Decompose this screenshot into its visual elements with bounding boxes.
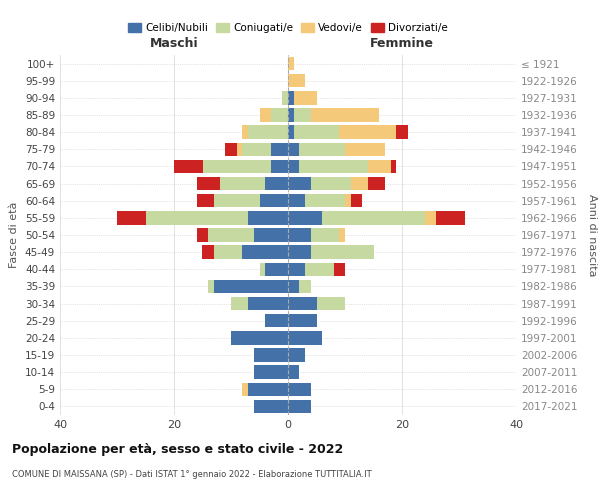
Bar — [214, 194, 260, 207]
Bar — [254, 366, 288, 379]
Bar — [288, 366, 299, 379]
Bar — [334, 262, 345, 276]
Bar — [288, 91, 294, 104]
Bar — [242, 246, 288, 259]
Bar — [248, 297, 288, 310]
Bar — [214, 280, 288, 293]
Bar — [271, 142, 288, 156]
Bar — [214, 246, 242, 259]
Bar — [368, 160, 391, 173]
Bar — [265, 177, 288, 190]
Bar — [260, 108, 271, 122]
Bar — [317, 297, 345, 310]
Bar — [197, 228, 208, 241]
Bar — [197, 194, 214, 207]
Bar — [299, 160, 368, 173]
Bar — [271, 108, 288, 122]
Bar — [345, 142, 385, 156]
Bar — [265, 262, 288, 276]
Bar — [305, 194, 345, 207]
Bar — [425, 211, 436, 224]
Bar — [248, 126, 288, 139]
Y-axis label: Anni di nascita: Anni di nascita — [587, 194, 597, 276]
Text: Femmine: Femmine — [370, 37, 434, 50]
Bar — [299, 142, 345, 156]
Bar — [322, 211, 425, 224]
Bar — [368, 177, 385, 190]
Text: Maschi: Maschi — [149, 37, 199, 50]
Bar — [288, 400, 311, 413]
Bar — [311, 177, 350, 190]
Bar — [174, 160, 203, 173]
Bar — [350, 177, 368, 190]
Bar — [242, 142, 271, 156]
Text: Popolazione per età, sesso e stato civile - 2022: Popolazione per età, sesso e stato civil… — [12, 442, 343, 456]
Bar — [288, 108, 294, 122]
Bar — [288, 211, 322, 224]
Bar — [288, 142, 299, 156]
Bar — [288, 280, 299, 293]
Bar — [288, 297, 317, 310]
Bar — [288, 177, 311, 190]
Bar — [248, 382, 288, 396]
Bar — [294, 126, 340, 139]
Bar — [237, 142, 242, 156]
Y-axis label: Fasce di età: Fasce di età — [10, 202, 19, 268]
Bar — [397, 126, 408, 139]
Bar — [283, 91, 288, 104]
Bar — [340, 228, 345, 241]
Bar — [254, 400, 288, 413]
Bar — [294, 91, 317, 104]
Bar — [288, 57, 294, 70]
Bar — [288, 262, 305, 276]
Bar — [288, 160, 299, 173]
Bar — [231, 297, 248, 310]
Bar — [260, 194, 288, 207]
Bar — [294, 108, 311, 122]
Bar — [288, 382, 311, 396]
Bar — [242, 382, 248, 396]
Bar — [248, 211, 288, 224]
Bar — [288, 314, 317, 328]
Bar — [197, 177, 220, 190]
Bar — [288, 331, 322, 344]
Bar — [350, 194, 362, 207]
Bar — [208, 228, 254, 241]
Bar — [220, 177, 265, 190]
Bar — [305, 262, 334, 276]
Bar — [202, 246, 214, 259]
Bar — [254, 348, 288, 362]
Bar — [288, 194, 305, 207]
Bar — [288, 126, 294, 139]
Bar — [311, 228, 340, 241]
Bar — [311, 108, 379, 122]
Bar — [242, 126, 248, 139]
Bar — [231, 331, 288, 344]
Bar — [260, 262, 265, 276]
Bar — [288, 348, 305, 362]
Bar — [208, 280, 214, 293]
Bar — [345, 194, 350, 207]
Bar — [288, 74, 305, 88]
Bar — [299, 280, 311, 293]
Bar — [146, 211, 248, 224]
Bar — [254, 228, 288, 241]
Legend: Celibi/Nubili, Coniugati/e, Vedovi/e, Divorziati/e: Celibi/Nubili, Coniugati/e, Vedovi/e, Di… — [124, 19, 452, 38]
Bar — [288, 228, 311, 241]
Bar — [391, 160, 397, 173]
Bar — [340, 126, 397, 139]
Bar — [202, 160, 271, 173]
Bar — [288, 246, 311, 259]
Bar — [311, 246, 373, 259]
Text: COMUNE DI MAISSANA (SP) - Dati ISTAT 1° gennaio 2022 - Elaborazione TUTTITALIA.I: COMUNE DI MAISSANA (SP) - Dati ISTAT 1° … — [12, 470, 371, 479]
Bar — [271, 160, 288, 173]
Bar — [265, 314, 288, 328]
Bar — [117, 211, 146, 224]
Bar — [436, 211, 465, 224]
Bar — [226, 142, 236, 156]
